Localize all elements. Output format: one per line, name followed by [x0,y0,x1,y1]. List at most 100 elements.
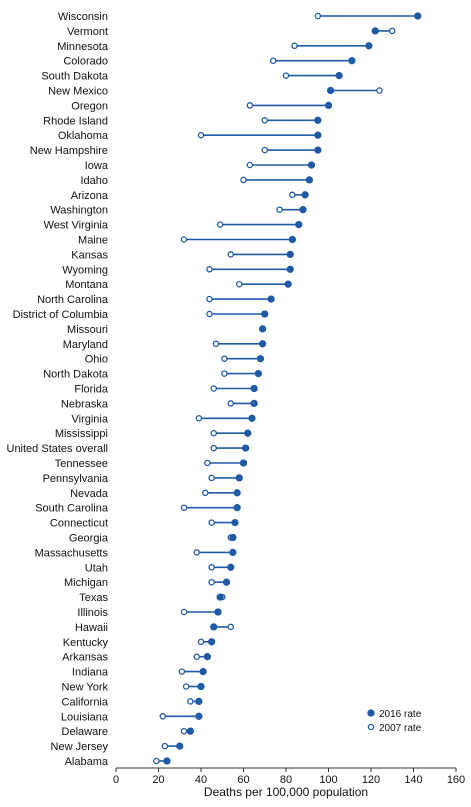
point-2016-michigan [222,578,231,586]
category-label-colorado: Colorado [63,56,108,68]
category-label-washington: Washington [50,205,108,217]
x-tick-label-160: 160 [447,774,465,786]
category-label-maryland: Maryland [63,339,108,351]
category-label-kentucky: Kentucky [63,637,109,649]
point-2007-north-carolina [206,295,213,303]
point-2016-mississippi [244,429,252,437]
point-2007-maine [180,236,188,243]
point-2016-illinois [214,608,222,616]
point-2007-connecticut [208,519,215,526]
point-2007-nevada [201,489,209,497]
x-tick-label-0: 0 [113,774,119,786]
point-2007-iowa [246,161,254,169]
category-label-vermont: Vermont [67,26,108,38]
point-2016-rhode-island [314,116,322,124]
point-2007-new-york [182,683,190,690]
point-2007-illinois [180,608,188,616]
point-2007-south-dakota [282,72,290,79]
point-2016-virginia [248,414,256,422]
point-2016-idaho [305,176,314,184]
point-2016-new-jersey [176,742,184,750]
x-tick-label-40: 40 [195,774,207,786]
category-label-south-dakota: South Dakota [41,71,109,83]
category-label-idaho: Idaho [80,175,108,187]
category-label-mississippi: Mississippi [55,428,108,440]
x-axis: 0 20 40 60 80 100 120 140 160 [113,767,465,786]
point-2016-missouri [258,325,267,333]
point-2007-nebraska [227,400,234,407]
point-2007-indiana [178,668,186,675]
point-2016-north-carolina [267,295,275,303]
category-label-wisconsin: Wisconsin [58,11,108,23]
x-tick-label-140: 140 [404,774,422,786]
point-2016-wyoming [286,265,294,273]
point-2016-colorado [348,57,356,65]
point-2007-florida [210,385,217,392]
point-2016-west-virginia [295,220,303,229]
category-label-florida: Florida [74,384,109,396]
category-label-west-virginia: West Virginia [44,220,109,232]
point-2007-mississippi [210,429,217,437]
category-label-illinois: Illinois [77,607,108,619]
point-2016-new-mexico [326,86,335,95]
point-2016-utah [227,563,235,571]
point-2007-north-dakota [221,370,228,377]
point-2007-washington [276,206,283,213]
category-label-utah: Utah [85,562,108,574]
point-2007-utah [208,564,215,571]
category-label-arizona: Arizona [71,190,109,202]
category-label-minnesota: Minnesota [57,41,109,53]
point-2007-idaho [240,176,247,184]
category-label-district-of-columbia: District of Columbia [13,309,109,321]
point-2016-texas [216,593,224,601]
point-2007-minnesota [291,42,298,50]
category-label-north-dakota: North Dakota [43,369,109,381]
category-label-nevada: Nevada [70,488,109,500]
point-2007-rhode-island [261,117,268,124]
category-label-arkansas: Arkansas [62,652,108,664]
point-2016-north-dakota [254,369,263,378]
point-2016-delaware [186,727,195,735]
point-2007-louisiana [159,713,166,720]
point-2007-district-of-columbia [206,310,213,318]
category-label-united-states-overall: United States overall [7,443,109,455]
point-2016-louisiana [195,712,203,720]
plot-area: Wisconsin Vermont Minnesota Colorado South D… [7,11,422,768]
category-label-south-carolina: South Carolina [35,503,109,515]
category-label-connecticut: Connecticut [50,518,108,530]
point-2016-oregon [324,101,333,110]
point-2016-nevada [233,489,241,497]
category-label-delaware: Delaware [62,726,108,738]
point-2016-alabama [163,757,171,765]
point-2016-vermont [371,27,379,35]
point-2007-kentucky [197,638,205,646]
category-label-north-carolina: North Carolina [37,294,109,306]
category-label-oregon: Oregon [71,100,108,112]
point-2016-connecticut [231,518,239,527]
point-2007-delaware [180,727,188,735]
point-2016-hawaii [210,623,218,631]
category-label-indiana: Indiana [72,667,109,679]
x-tick-label-100: 100 [319,774,337,786]
category-label-new-hampshire: New Hampshire [30,145,108,157]
category-label-iowa: Iowa [85,160,109,172]
category-label-louisiana: Louisiana [61,711,109,723]
legend-marker-2016 [367,709,375,717]
point-2016-south-carolina [233,504,241,512]
point-2016-ohio [256,355,265,363]
point-2016-nebraska [250,399,258,408]
point-2007-kansas [227,251,234,258]
point-2016-wisconsin [414,12,422,20]
category-label-maine: Maine [78,235,108,247]
point-2007-arkansas [193,653,200,660]
point-2007-alabama [153,757,160,765]
point-2007-wyoming [206,266,213,273]
point-2007-new-jersey [161,742,169,750]
point-2007-colorado [269,57,277,64]
category-label-hawaii: Hawaii [75,622,108,634]
legend-label-2007: 2007 rate [379,723,422,734]
category-label-rhode-island: Rhode Island [43,115,108,127]
point-2016-kentucky [207,638,216,646]
point-2016-massachusetts [229,548,237,557]
category-label-virginia: Virginia [72,413,109,425]
